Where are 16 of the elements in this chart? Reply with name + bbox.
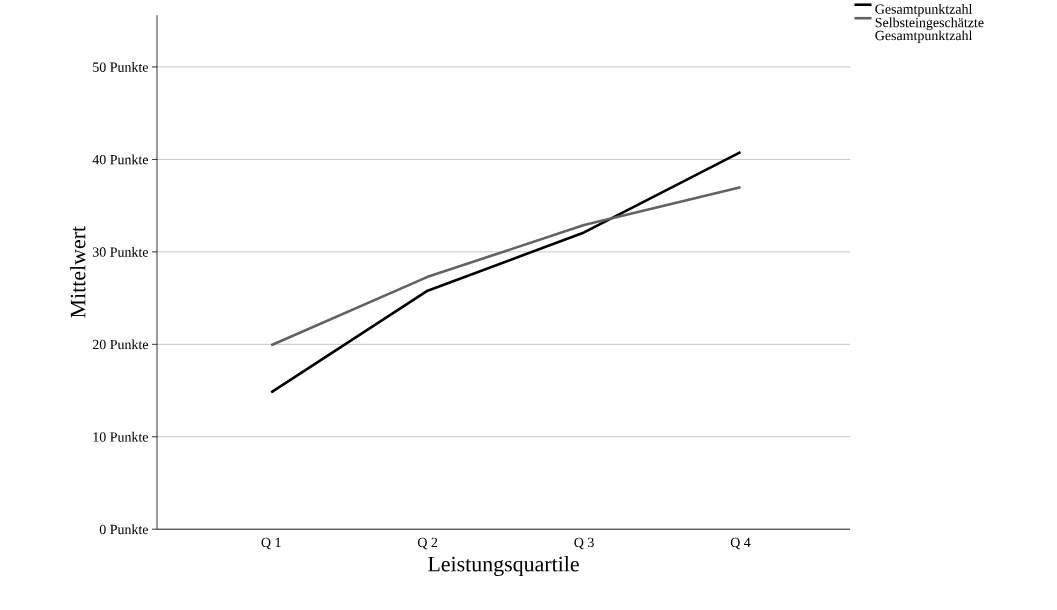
y-axis-title: Mittelwert	[70, 225, 86, 318]
x-tick-label: Q 1	[261, 537, 281, 550]
x-axis-title: Leistungsquartile	[428, 555, 579, 576]
y-tick-label: 50 Punkte	[93, 61, 148, 72]
y-tick-label: 10 Punkte	[93, 431, 148, 442]
line-series	[269, 185, 742, 347]
y-tick-label: 30 Punkte	[92, 246, 148, 257]
y-tick-label: 20 Punkte	[92, 339, 148, 350]
legend-label: Gesamtpunktzahl	[875, 3, 973, 17]
y-tick-label: 0 Punkte	[99, 524, 148, 535]
x-tick-label: Q 3	[574, 537, 594, 550]
x-tick-label: Q 2	[417, 537, 438, 550]
legend-label: Selbsteingeschätzte Gesamtpunktzahl	[875, 17, 984, 43]
y-tick-label: 40 Punkte	[92, 154, 148, 165]
x-tick-label: Q 4	[730, 537, 751, 550]
line-series	[269, 150, 742, 394]
